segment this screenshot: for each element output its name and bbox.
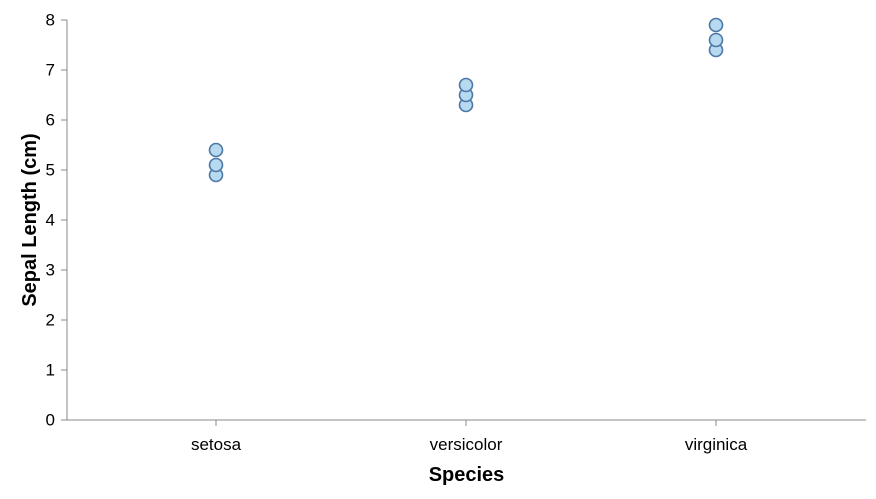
y-axis: 0 1 2 3 4 5 6 7 8 [46,11,68,430]
data-point [208,142,224,158]
data-point [458,77,474,93]
y-tick-label: 8 [46,11,55,30]
y-tick-label: 4 [46,211,55,230]
data-point [708,17,724,33]
y-tick-label: 3 [46,261,55,280]
x-axis: setosa versicolor virginica [61,419,866,454]
y-tick-label: 0 [46,411,55,430]
data-point [208,157,224,173]
x-tick-label: setosa [191,435,242,454]
y-tick-label: 7 [46,61,55,80]
data-point [708,32,724,48]
y-axis-title: Sepal Length (cm) [19,133,41,306]
x-axis-title: Species [429,464,505,486]
data-points [208,17,724,183]
y-tick-label: 2 [46,311,55,330]
x-tick-label: virginica [685,435,748,454]
y-tick-label: 1 [46,361,55,380]
y-tick-label: 5 [46,161,55,180]
x-tick-label: versicolor [430,435,503,454]
y-tick-label: 6 [46,111,55,130]
